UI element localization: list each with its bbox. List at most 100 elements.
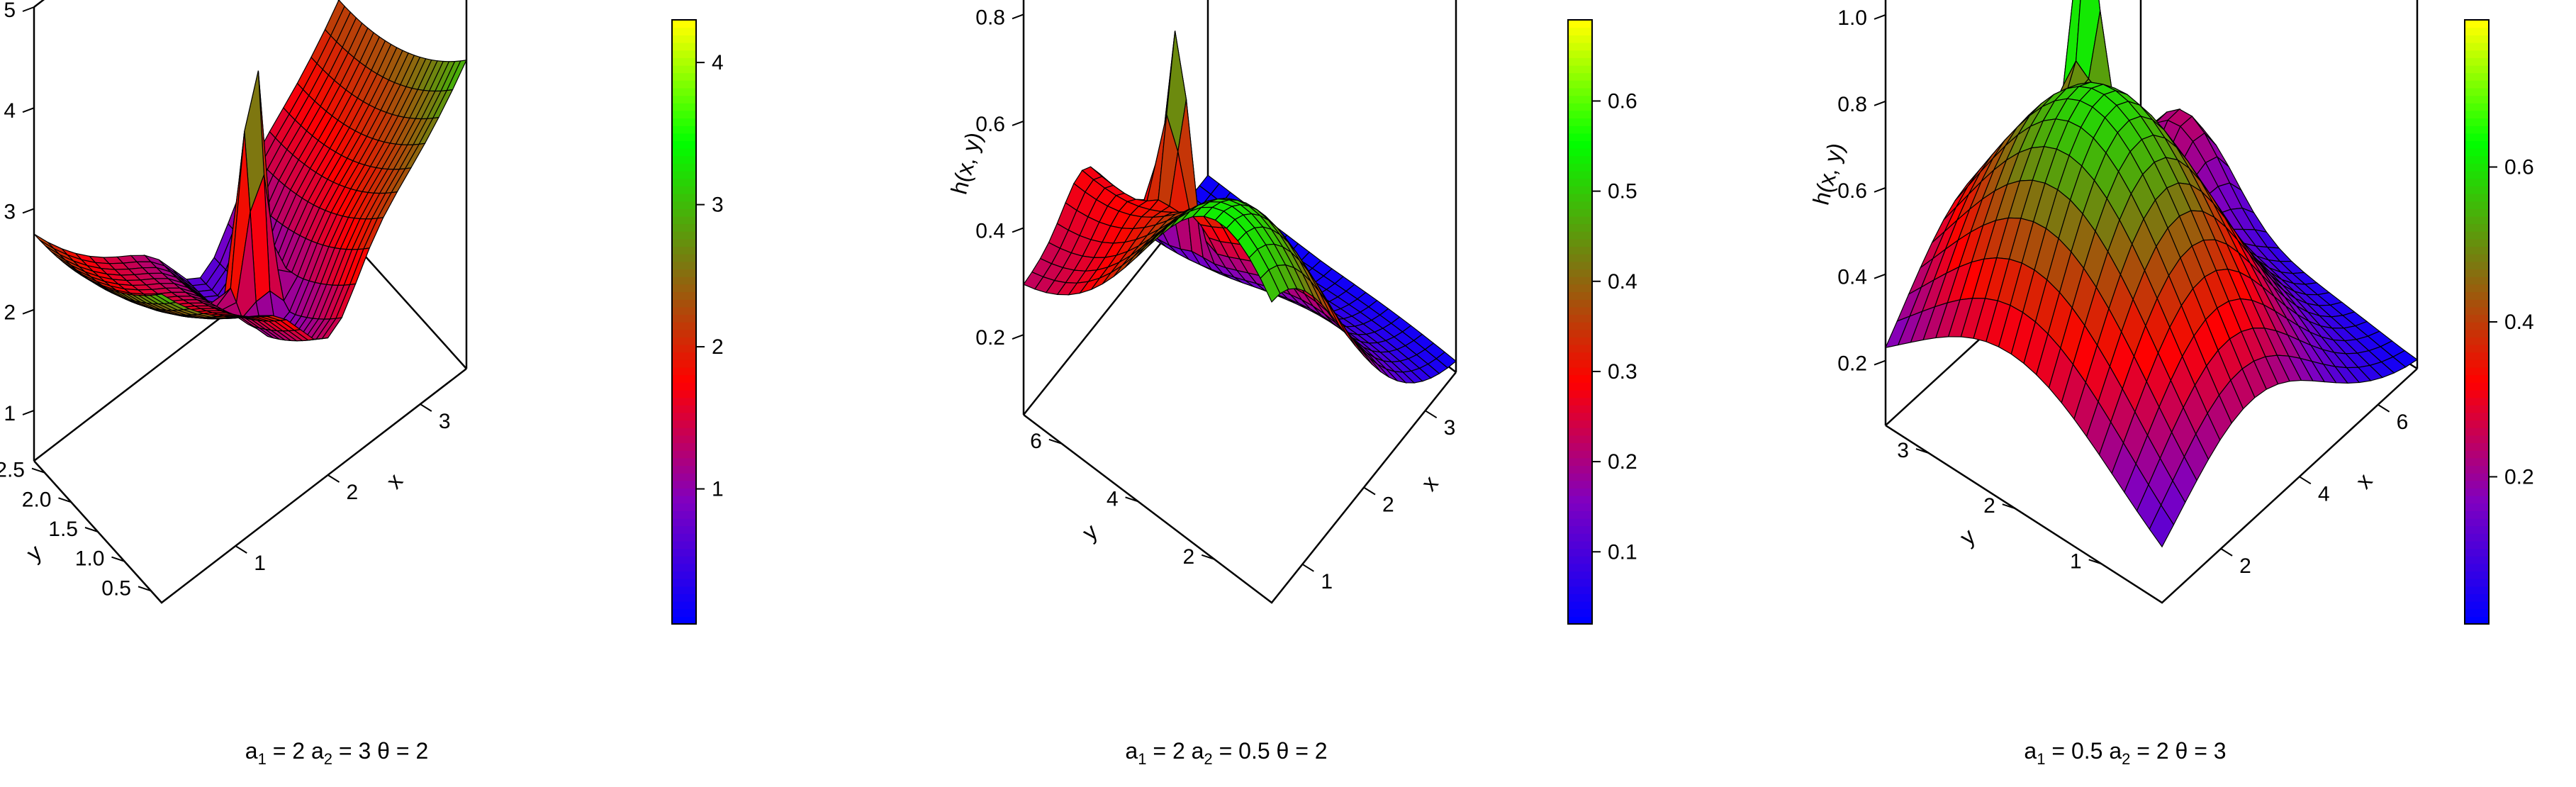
colorbar-segment — [672, 65, 696, 74]
colorbar-segment — [2465, 450, 2489, 459]
colorbar-segment — [672, 110, 696, 119]
z-tick — [22, 107, 35, 113]
colorbar-tick-label: 1 — [712, 478, 724, 501]
colorbar-tick-label: 0.4 — [1608, 270, 1637, 294]
colorbar-segment — [1568, 389, 1592, 398]
x-tick-label: 1 — [254, 552, 266, 575]
surface-facet — [2149, 504, 2175, 548]
y-tick — [138, 586, 152, 592]
x-tick — [1301, 563, 1314, 572]
colorbar-segment — [672, 412, 696, 421]
colorbar-segment — [2465, 533, 2489, 542]
colorbar-segment — [2465, 208, 2489, 217]
panel-caption: a1 = 2 a2 = 3 θ = 2 — [245, 738, 428, 768]
colorbar-segment — [2465, 254, 2489, 262]
colorbar-segment — [2465, 133, 2489, 142]
colorbar-segment — [2465, 291, 2489, 300]
colorbar-segment — [1568, 412, 1592, 421]
colorbar-segment — [2465, 216, 2489, 225]
y-axis-label: y — [21, 540, 46, 566]
y-tick-label: 2 — [1183, 545, 1195, 569]
colorbar-segment — [2465, 231, 2489, 240]
colorbar-segment — [1568, 435, 1592, 444]
y-tick-label: 1.0 — [75, 547, 105, 571]
colorbar-segment — [2465, 518, 2489, 527]
y-tick-label: 2.5 — [0, 459, 25, 482]
colorbar-segment — [2465, 593, 2489, 602]
colorbar-segment — [1568, 140, 1592, 149]
colorbar-segment — [672, 518, 696, 527]
surface — [33, 0, 468, 342]
z-tick — [22, 208, 35, 214]
z-tick — [1874, 14, 1886, 20]
colorbar-segment — [672, 389, 696, 398]
z-tick-label: 0.2 — [1837, 352, 1867, 376]
colorbar-segment — [672, 397, 696, 406]
x-tick — [2378, 403, 2390, 413]
y-tick-label: 1.5 — [48, 518, 78, 541]
z-axis: 0.20.40.60.81.0h(x, y) — [1808, 6, 1886, 376]
colorbar-tick-label: 3 — [712, 194, 724, 217]
colorbar-segment — [1568, 563, 1592, 572]
z-tick-label: 0.6 — [975, 113, 1005, 136]
colorbar-segment — [2465, 420, 2489, 428]
y-tick — [1915, 448, 1930, 454]
x-tick-label: 3 — [439, 410, 451, 433]
colorbar-segment — [2465, 194, 2489, 202]
colorbar-segment — [2465, 171, 2489, 179]
x-axis-label: x — [1416, 471, 1443, 496]
colorbar-segment — [1568, 277, 1592, 285]
y-axis-label: y — [1955, 523, 1980, 550]
colorbar-segment — [672, 43, 696, 51]
colorbar-segment — [672, 306, 696, 315]
x-tick-label: 1 — [1321, 570, 1333, 593]
y-axis: 0.5 1.0 1.5 2.0 2.5 y — [0, 459, 152, 600]
colorbar-segment — [1568, 405, 1592, 413]
colorbar-segment — [672, 322, 696, 330]
y-tick — [1201, 554, 1215, 560]
colorbar-segment — [2465, 480, 2489, 489]
colorbar-tick-label: 4 — [712, 51, 724, 74]
y-tick-label: 2.0 — [22, 488, 52, 511]
colorbar-segment — [2465, 269, 2489, 277]
colorbar-segment — [672, 95, 696, 104]
colorbar-segment — [1568, 57, 1592, 66]
colorbar-segment — [2465, 389, 2489, 398]
z-tick-label: 1 — [4, 402, 16, 425]
colorbar-segment — [2465, 540, 2489, 549]
colorbar-segment — [1568, 367, 1592, 376]
colorbar-segment — [672, 359, 696, 368]
colorbar-segment — [2465, 488, 2489, 496]
colorbar-segment — [2465, 27, 2489, 35]
colorbar-segment — [672, 442, 696, 451]
colorbar-segment — [2465, 382, 2489, 391]
colorbar-segment — [672, 238, 696, 247]
colorbar-segment — [2465, 148, 2489, 157]
colorbar-segment — [672, 465, 696, 474]
colorbar-segment — [672, 254, 696, 262]
colorbar-segment — [672, 155, 696, 164]
colorbar-segment — [2465, 412, 2489, 421]
colorbar-segment — [672, 72, 696, 81]
x-axis: 1 2 3 x — [235, 403, 451, 575]
colorbar-segment — [672, 586, 696, 595]
colorbar-segment — [1568, 299, 1592, 308]
colorbar-segment — [1568, 586, 1592, 595]
colorbar-tick-label: 0.3 — [1608, 360, 1637, 384]
colorbar-segment — [1568, 238, 1592, 247]
z-tick — [1874, 359, 1886, 366]
colorbar-segment — [672, 608, 696, 617]
box-top — [33, 0, 45, 8]
colorbar-segment — [1568, 201, 1592, 209]
x-axis-label: x — [2351, 469, 2378, 493]
x-tick-label: 3 — [1444, 416, 1456, 440]
colorbar-segment — [672, 457, 696, 466]
colorbar-segment — [1568, 616, 1592, 625]
y-axis: 1 2 3 y — [1897, 439, 2102, 573]
y-tick-label: 4 — [1107, 487, 1119, 510]
colorbar-segment — [672, 480, 696, 489]
colorbar-segment — [672, 428, 696, 436]
colorbar-segment — [2465, 525, 2489, 534]
colorbar-segment — [672, 103, 696, 111]
